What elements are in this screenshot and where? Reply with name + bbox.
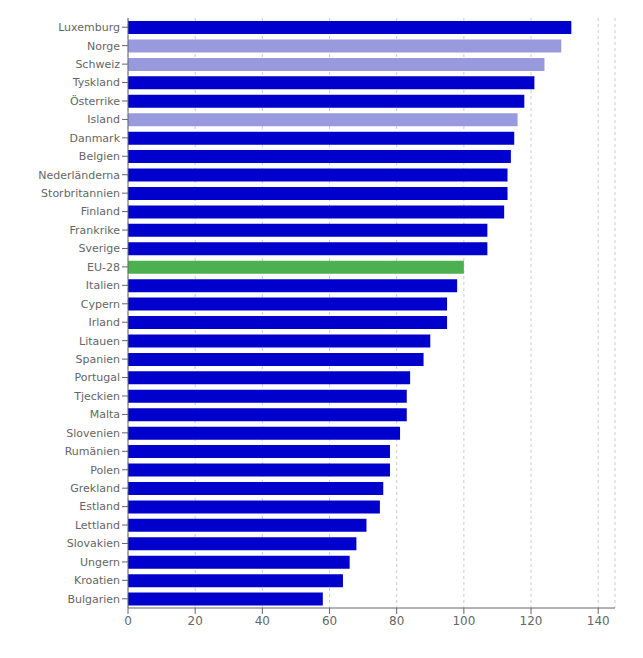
- svg-text:0: 0: [124, 614, 132, 628]
- svg-text:Belgien: Belgien: [79, 150, 120, 163]
- svg-text:Island: Island: [87, 113, 120, 126]
- svg-text:Ungern: Ungern: [80, 556, 120, 569]
- svg-text:120: 120: [520, 614, 543, 628]
- svg-text:140: 140: [587, 614, 610, 628]
- svg-text:Danmark: Danmark: [69, 132, 120, 145]
- svg-text:Slovenien: Slovenien: [66, 427, 120, 440]
- svg-text:Grekland: Grekland: [70, 482, 120, 495]
- svg-text:Norge: Norge: [87, 40, 120, 53]
- svg-text:40: 40: [255, 614, 270, 628]
- svg-text:Luxemburg: Luxemburg: [58, 21, 120, 34]
- svg-text:Österrike: Österrike: [70, 95, 120, 108]
- svg-text:Lettland: Lettland: [75, 519, 120, 532]
- svg-text:Storbritannien: Storbritannien: [41, 187, 120, 200]
- svg-text:Nederländerna: Nederländerna: [38, 169, 120, 182]
- svg-text:20: 20: [188, 614, 203, 628]
- svg-text:Bulgarien: Bulgarien: [67, 593, 120, 606]
- svg-text:Rumänien: Rumänien: [65, 445, 120, 458]
- svg-text:Spanien: Spanien: [76, 353, 121, 366]
- svg-text:EU-28: EU-28: [87, 261, 120, 274]
- svg-text:80: 80: [389, 614, 404, 628]
- svg-text:Italien: Italien: [86, 279, 120, 292]
- svg-text:Irland: Irland: [88, 316, 120, 329]
- svg-text:Sverige: Sverige: [78, 242, 120, 255]
- svg-text:Kroatien: Kroatien: [74, 574, 120, 587]
- svg-text:Schweiz: Schweiz: [75, 58, 120, 71]
- svg-text:100: 100: [452, 614, 475, 628]
- svg-text:Tjeckien: Tjeckien: [73, 390, 120, 403]
- svg-text:Slovakien: Slovakien: [67, 537, 120, 550]
- svg-text:Tyskland: Tyskland: [72, 76, 120, 89]
- svg-text:60: 60: [322, 614, 337, 628]
- svg-text:Malta: Malta: [90, 408, 120, 421]
- svg-text:Polen: Polen: [90, 464, 120, 477]
- svg-text:Portugal: Portugal: [74, 371, 120, 384]
- svg-text:Litauen: Litauen: [79, 335, 120, 348]
- svg-text:Finland: Finland: [81, 205, 120, 218]
- svg-text:Estland: Estland: [79, 500, 120, 513]
- svg-text:Cypern: Cypern: [81, 298, 120, 311]
- svg-text:Frankrike: Frankrike: [70, 224, 121, 237]
